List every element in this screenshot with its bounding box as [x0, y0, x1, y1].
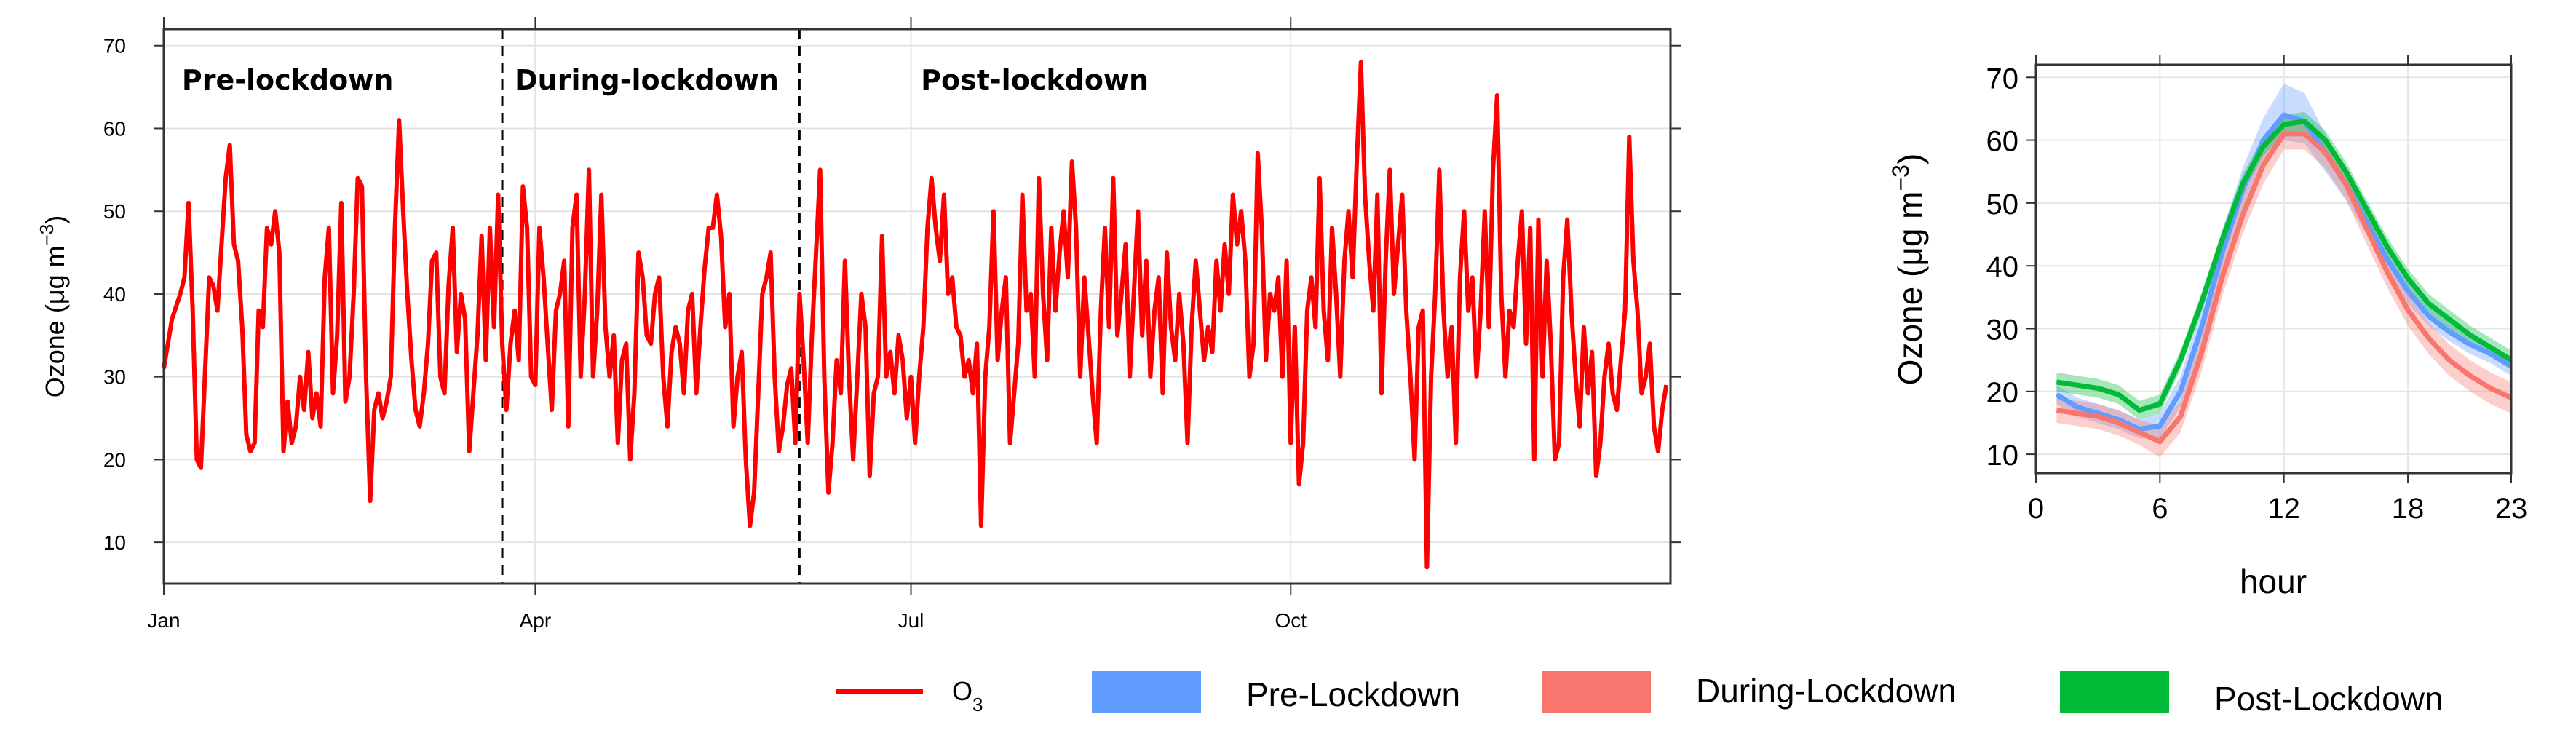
left-y-tick-label: 30: [103, 366, 126, 389]
legend-o3-sub: 3: [972, 694, 983, 715]
left-ylabel-close: ): [40, 215, 70, 224]
right-ylabel-close: ): [1891, 154, 1929, 164]
daily-ozone-chart: 10 20 30 40 50 60 70 Jan Apr Jul Oct Pre-lockdown D…: [36, 17, 1681, 632]
left-x-tick-label: Jul: [898, 609, 924, 632]
right-y-tick-label: 20: [1986, 377, 2019, 409]
right-x-tick-label: 6: [2152, 493, 2168, 525]
during-lockdown-mean-line: [2056, 131, 2513, 445]
left-ylabel-sup: −3: [36, 224, 58, 246]
right-ylabel-sup: −3: [1887, 164, 1914, 191]
o3-series-line: [162, 60, 1669, 570]
legend-item-during-lockdown: During-Lockdown: [1542, 671, 1957, 713]
right-x-tick-label: 12: [2267, 493, 2300, 525]
right-y-tick-label: 30: [1986, 314, 2019, 346]
pre-lockdown-mean-line: [2055, 112, 2513, 432]
left-y-tick-label: 70: [103, 35, 126, 57]
left-y-axis-label: Ozone (μg m−3): [36, 215, 70, 397]
left-plot-frame: [162, 28, 1672, 585]
post-lockdown-mean-line: [2056, 119, 2513, 413]
left-y-tick-label: 50: [103, 200, 126, 223]
legend-item-post-lockdown: Post-Lockdown: [2060, 671, 2444, 718]
left-x-tick-label: Apr: [520, 609, 552, 632]
legend-pre-lockdown-label: Pre-Lockdown: [1246, 675, 1460, 713]
legend-post-lockdown-patch: [2060, 671, 2169, 713]
left-axes: 10 20 30 40 50 60 70 Jan Apr Jul Oct: [103, 17, 1681, 632]
right-y-tick-label: 50: [1986, 189, 2019, 221]
left-y-tick-label: 60: [103, 117, 126, 140]
right-y-tick-label: 10: [1986, 440, 2019, 472]
legend-during-lockdown-label: During-Lockdown: [1696, 672, 1957, 710]
legend-post-lockdown-label: Post-Lockdown: [2214, 680, 2444, 718]
period-labels: Pre-lockdown During-lockdown Post-lockdown: [182, 64, 1149, 96]
right-axes: 10 20 30 40 50 60 70 0 6 12 18 23: [1986, 55, 2528, 525]
left-x-tick-label: Jan: [147, 609, 180, 632]
right-x-tick-label: 23: [2495, 493, 2528, 525]
diurnal-ozone-chart: 10 20 30 40 50 60 70 0 6 12 18 23 Ozone (μg m−3) ho…: [1887, 55, 2527, 600]
legend: O3 Pre-Lockdown During-Lockdown Post-Loc…: [836, 671, 2444, 718]
right-x-axis-label: hour: [2240, 563, 2307, 600]
right-plot-frame: [2034, 63, 2513, 475]
right-y-axis-label: Ozone (μg m−3): [1887, 154, 1929, 386]
left-y-tick-label: 40: [103, 283, 126, 306]
left-ylabel-main: Ozone (μg m: [40, 245, 70, 397]
left-series: [162, 60, 1669, 570]
legend-o3-label: O3: [952, 676, 983, 715]
legend-o3-main: O: [952, 676, 972, 706]
legend-item-pre-lockdown: Pre-Lockdown: [1092, 671, 1460, 713]
period-label: Post-lockdown: [921, 64, 1149, 96]
legend-during-lockdown-patch: [1542, 671, 1651, 713]
right-y-tick-label: 60: [1986, 126, 2019, 158]
legend-item-o3: O3: [836, 676, 983, 715]
period-label: During-lockdown: [515, 64, 779, 96]
right-y-tick-label: 40: [1986, 251, 2019, 283]
right-series: [2055, 83, 2513, 458]
during-lockdown-band: [2056, 118, 2511, 458]
right-x-tick-label: 18: [2392, 493, 2425, 525]
period-label: Pre-lockdown: [182, 64, 394, 96]
right-ylabel-main: Ozone (μg m: [1891, 191, 1929, 385]
left-y-tick-label: 10: [103, 531, 126, 554]
right-y-tick-label: 70: [1986, 63, 2019, 95]
right-x-tick-label: 0: [2028, 493, 2044, 525]
left-y-tick-label: 20: [103, 448, 126, 471]
left-x-tick-label: Oct: [1275, 609, 1307, 632]
legend-pre-lockdown-patch: [1092, 671, 1201, 713]
